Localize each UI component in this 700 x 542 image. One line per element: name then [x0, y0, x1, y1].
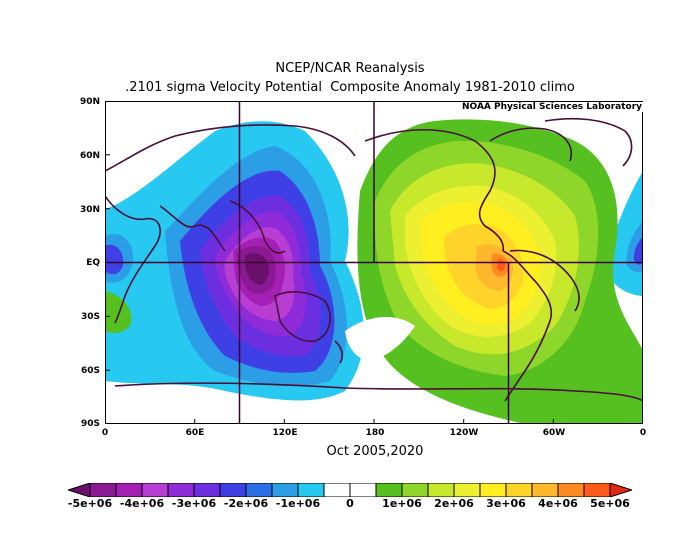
credit-label: NOAA Physical Sciences Laboratory	[460, 102, 645, 112]
colorbar-segment	[271, 483, 299, 497]
colorbar-tick-label: 0	[346, 497, 354, 510]
lon-label-180: 180	[365, 428, 385, 438]
lon-label-60e: 60E	[185, 428, 205, 438]
title-line-1: NCEP/NCAR Reanalysis	[275, 61, 425, 76]
lat-label-eq: EQ	[86, 258, 100, 268]
lat-label-60s: 60S	[80, 366, 100, 376]
colorbar-segment	[115, 483, 143, 497]
colorbar-tick-label: -4e+06	[119, 497, 165, 510]
colorbar-tick-label: -3e+06	[171, 497, 217, 510]
colorbar-segment	[349, 483, 377, 497]
colorbar-segment	[401, 483, 429, 497]
colorbar-segment	[375, 483, 403, 497]
colorbar-segment	[167, 483, 195, 497]
lat-label-30n: 30N	[79, 205, 100, 215]
colorbar-arrow-high	[609, 483, 632, 497]
colorbar-tick-label: 1e+06	[382, 497, 422, 510]
lon-label-360: 0	[639, 428, 647, 438]
lat-label-60n: 60N	[79, 151, 100, 161]
reference-lines	[105, 101, 643, 424]
lat-label-90n: 90N	[79, 97, 100, 107]
title-line-2: .2101 sigma Velocity Potential Composite…	[125, 80, 575, 95]
colorbar-segment	[245, 483, 273, 497]
negative-anomaly-region	[105, 121, 643, 401]
colorbar-segment	[297, 483, 325, 497]
lat-label-90s: 90S	[80, 419, 100, 429]
colorbar-segment	[141, 483, 169, 497]
colorbar-segment	[323, 483, 351, 497]
colorbar-segment	[479, 483, 507, 497]
date-label: Oct 2005,2020	[326, 444, 424, 459]
colorbar-tick-label: -1e+06	[275, 497, 321, 510]
colorbar-segment	[427, 483, 455, 497]
velocity-potential-map	[105, 101, 643, 424]
colorbar-segment	[89, 483, 117, 497]
colorbar-segment	[583, 483, 611, 497]
lat-label-30s: 30S	[80, 312, 100, 322]
colorbar-segment	[505, 483, 533, 497]
lon-label-60w: 60W	[542, 428, 566, 438]
colorbar-tick-label: -5e+06	[67, 497, 113, 510]
colorbar-tick-label: 2e+06	[434, 497, 474, 510]
coastlines	[105, 117, 643, 402]
lon-label-120e: 120E	[272, 428, 298, 438]
axis-ticks	[105, 154, 643, 424]
colorbar-tick-label: 3e+06	[486, 497, 526, 510]
positive-anomaly-region	[105, 119, 643, 424]
colorbar-tick-label: 5e+06	[590, 497, 630, 510]
colorbar	[68, 483, 632, 497]
lon-label-0: 0	[101, 428, 109, 438]
colorbar-segment	[557, 483, 585, 497]
colorbar-arrow-low	[68, 483, 91, 497]
colorbar-segment	[453, 483, 481, 497]
colorbar-tick-label: -2e+06	[223, 497, 269, 510]
colorbar-segment	[219, 483, 247, 497]
lon-label-120w: 120W	[449, 428, 479, 438]
colorbar-segment	[193, 483, 221, 497]
colorbar-tick-label: 4e+06	[538, 497, 578, 510]
colorbar-segment	[531, 483, 559, 497]
